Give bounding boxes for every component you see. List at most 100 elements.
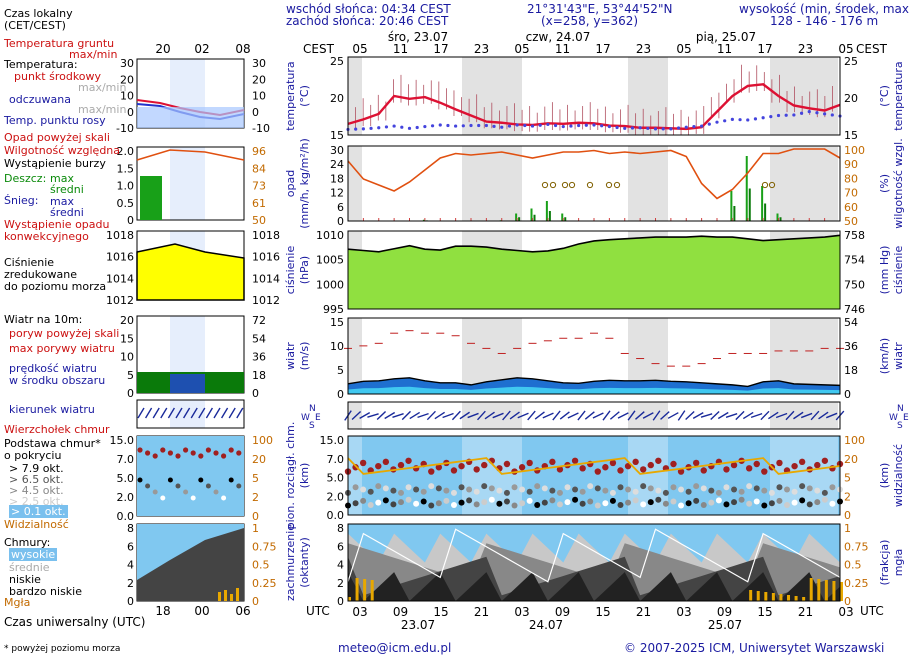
storm-marker — [561, 181, 569, 189]
storm-marker — [541, 181, 549, 189]
wind-arrow — [660, 411, 670, 420]
tick-pres: 1005 — [316, 254, 344, 267]
dew-point — [723, 119, 727, 123]
legend-utc-hour: 00 — [194, 604, 209, 618]
cloud-base-dot — [587, 498, 594, 505]
tick-pres: 995 — [323, 303, 344, 316]
cloud-top-dot — [670, 460, 677, 468]
day-label-top: czw, 24.07 — [526, 30, 591, 44]
cloud-base-dot — [382, 485, 389, 492]
footer-email[interactable]: meteo@icm.edu.pl — [338, 641, 452, 655]
legend-tick-cb: 7.0 — [117, 453, 135, 466]
legend-fog: Mgła — [4, 596, 31, 609]
legend-local-hour: 20 — [155, 42, 170, 56]
legend-tick-prec: 0 — [127, 214, 134, 227]
cloud-base-dot — [700, 501, 707, 508]
cloud-base-dot — [564, 484, 571, 491]
wind-area-low — [348, 386, 840, 394]
fog-bar — [771, 593, 775, 601]
wind-arrow — [735, 410, 745, 421]
wind-arrow — [476, 410, 486, 421]
cloud-top-dot — [814, 461, 821, 469]
legend-tick-cl: 0.5 — [252, 559, 270, 572]
tick-pres: 758 — [844, 229, 865, 242]
legend-tick-prec: 2.0 — [117, 145, 135, 158]
cloud-base-dot — [503, 498, 510, 505]
cloud-top-dot — [640, 466, 647, 473]
wind-arrow — [825, 412, 838, 419]
tick-temp: 15 — [844, 129, 858, 142]
cloud-top-dot — [571, 457, 579, 464]
cloud-base-dot — [367, 488, 374, 495]
legend-cloud-top-dot — [236, 450, 242, 456]
legend-night-shade — [170, 400, 205, 428]
legend-cb-bg — [137, 436, 244, 516]
dew-point — [423, 125, 427, 129]
dew-point — [430, 124, 435, 128]
tick-cl: 0 — [844, 595, 851, 608]
dew-point — [815, 111, 819, 115]
axis-temp-left: temperatura — [284, 61, 297, 130]
cloud-base-dot — [715, 497, 722, 504]
cloud-base-dot — [670, 484, 677, 491]
grid-point: (x=258, y=362) — [541, 14, 639, 28]
cloud-base-dot — [587, 483, 594, 490]
cloud-base-dot — [647, 499, 654, 506]
panel-frame-prec — [347, 145, 841, 222]
rain-bar — [564, 217, 567, 221]
tick-prec: 0 — [337, 215, 344, 228]
legend-gust-max: max porywy wiatru — [9, 342, 115, 355]
cloud-base-dot — [556, 489, 563, 496]
cloud-base-dot — [655, 496, 662, 503]
legend-cloud-top-dot — [213, 450, 219, 456]
tick-cl: 6 — [337, 540, 344, 553]
axis-pres-left: (hPa) — [298, 256, 311, 284]
legend-rain-max: max — [50, 172, 74, 185]
cloud-base-dot — [821, 496, 828, 503]
legend-tick-pres: 1018 — [106, 229, 134, 242]
dew-point — [561, 125, 565, 129]
tick-pres: 1010 — [316, 229, 344, 242]
legend-tick-prec: 50 — [252, 214, 266, 227]
panel-frame-cl — [347, 523, 841, 602]
cloud-base-dot — [556, 501, 563, 508]
night-shade — [348, 57, 362, 135]
legend-cloud-base-dot — [137, 477, 143, 483]
cloud-top-dot — [776, 459, 783, 467]
cloud-top-dot — [518, 464, 526, 471]
wind-arrow — [559, 411, 570, 420]
dew-point — [638, 126, 642, 130]
legend-local-hour: 02 — [194, 42, 209, 56]
legend-snow-max: max — [50, 195, 74, 208]
tick-prec: 70 — [844, 187, 858, 200]
cloud-top-dot — [692, 459, 700, 467]
legend-wind-arrow — [167, 407, 176, 419]
dew-point — [753, 117, 758, 121]
dew-point — [715, 120, 719, 124]
top-hour-label: 05 — [352, 42, 367, 56]
cloud-top-dot — [700, 467, 707, 474]
fog-bar — [348, 597, 351, 601]
cloud-base-dot — [572, 486, 579, 493]
dew-point — [615, 125, 619, 130]
bottom-hour-label: 15 — [433, 605, 448, 619]
cloud-base-dot — [602, 487, 609, 494]
cloud-top-dot — [556, 466, 564, 473]
legend-tick-prec: 84 — [252, 162, 266, 175]
cloud-base-dot — [738, 496, 745, 503]
dew-point — [361, 127, 365, 131]
cloud-base-dot — [602, 500, 609, 507]
tick-prec: 80 — [844, 172, 858, 185]
cloud-base-dot — [390, 487, 397, 494]
rain-bar — [776, 213, 779, 221]
storm-marker — [549, 181, 557, 189]
wind-arrow — [492, 412, 504, 419]
legend-tick-temp: 0 — [127, 106, 134, 119]
legend-pressure-area — [136, 243, 245, 301]
legend-tick-pres: 1014 — [252, 272, 280, 285]
cloud-layer — [348, 572, 840, 601]
legend-local-hour: 08 — [235, 42, 250, 56]
cloud-top-dot — [428, 468, 435, 475]
fog-bar — [832, 581, 836, 601]
legend-tick-pres: 1018 — [252, 229, 280, 242]
